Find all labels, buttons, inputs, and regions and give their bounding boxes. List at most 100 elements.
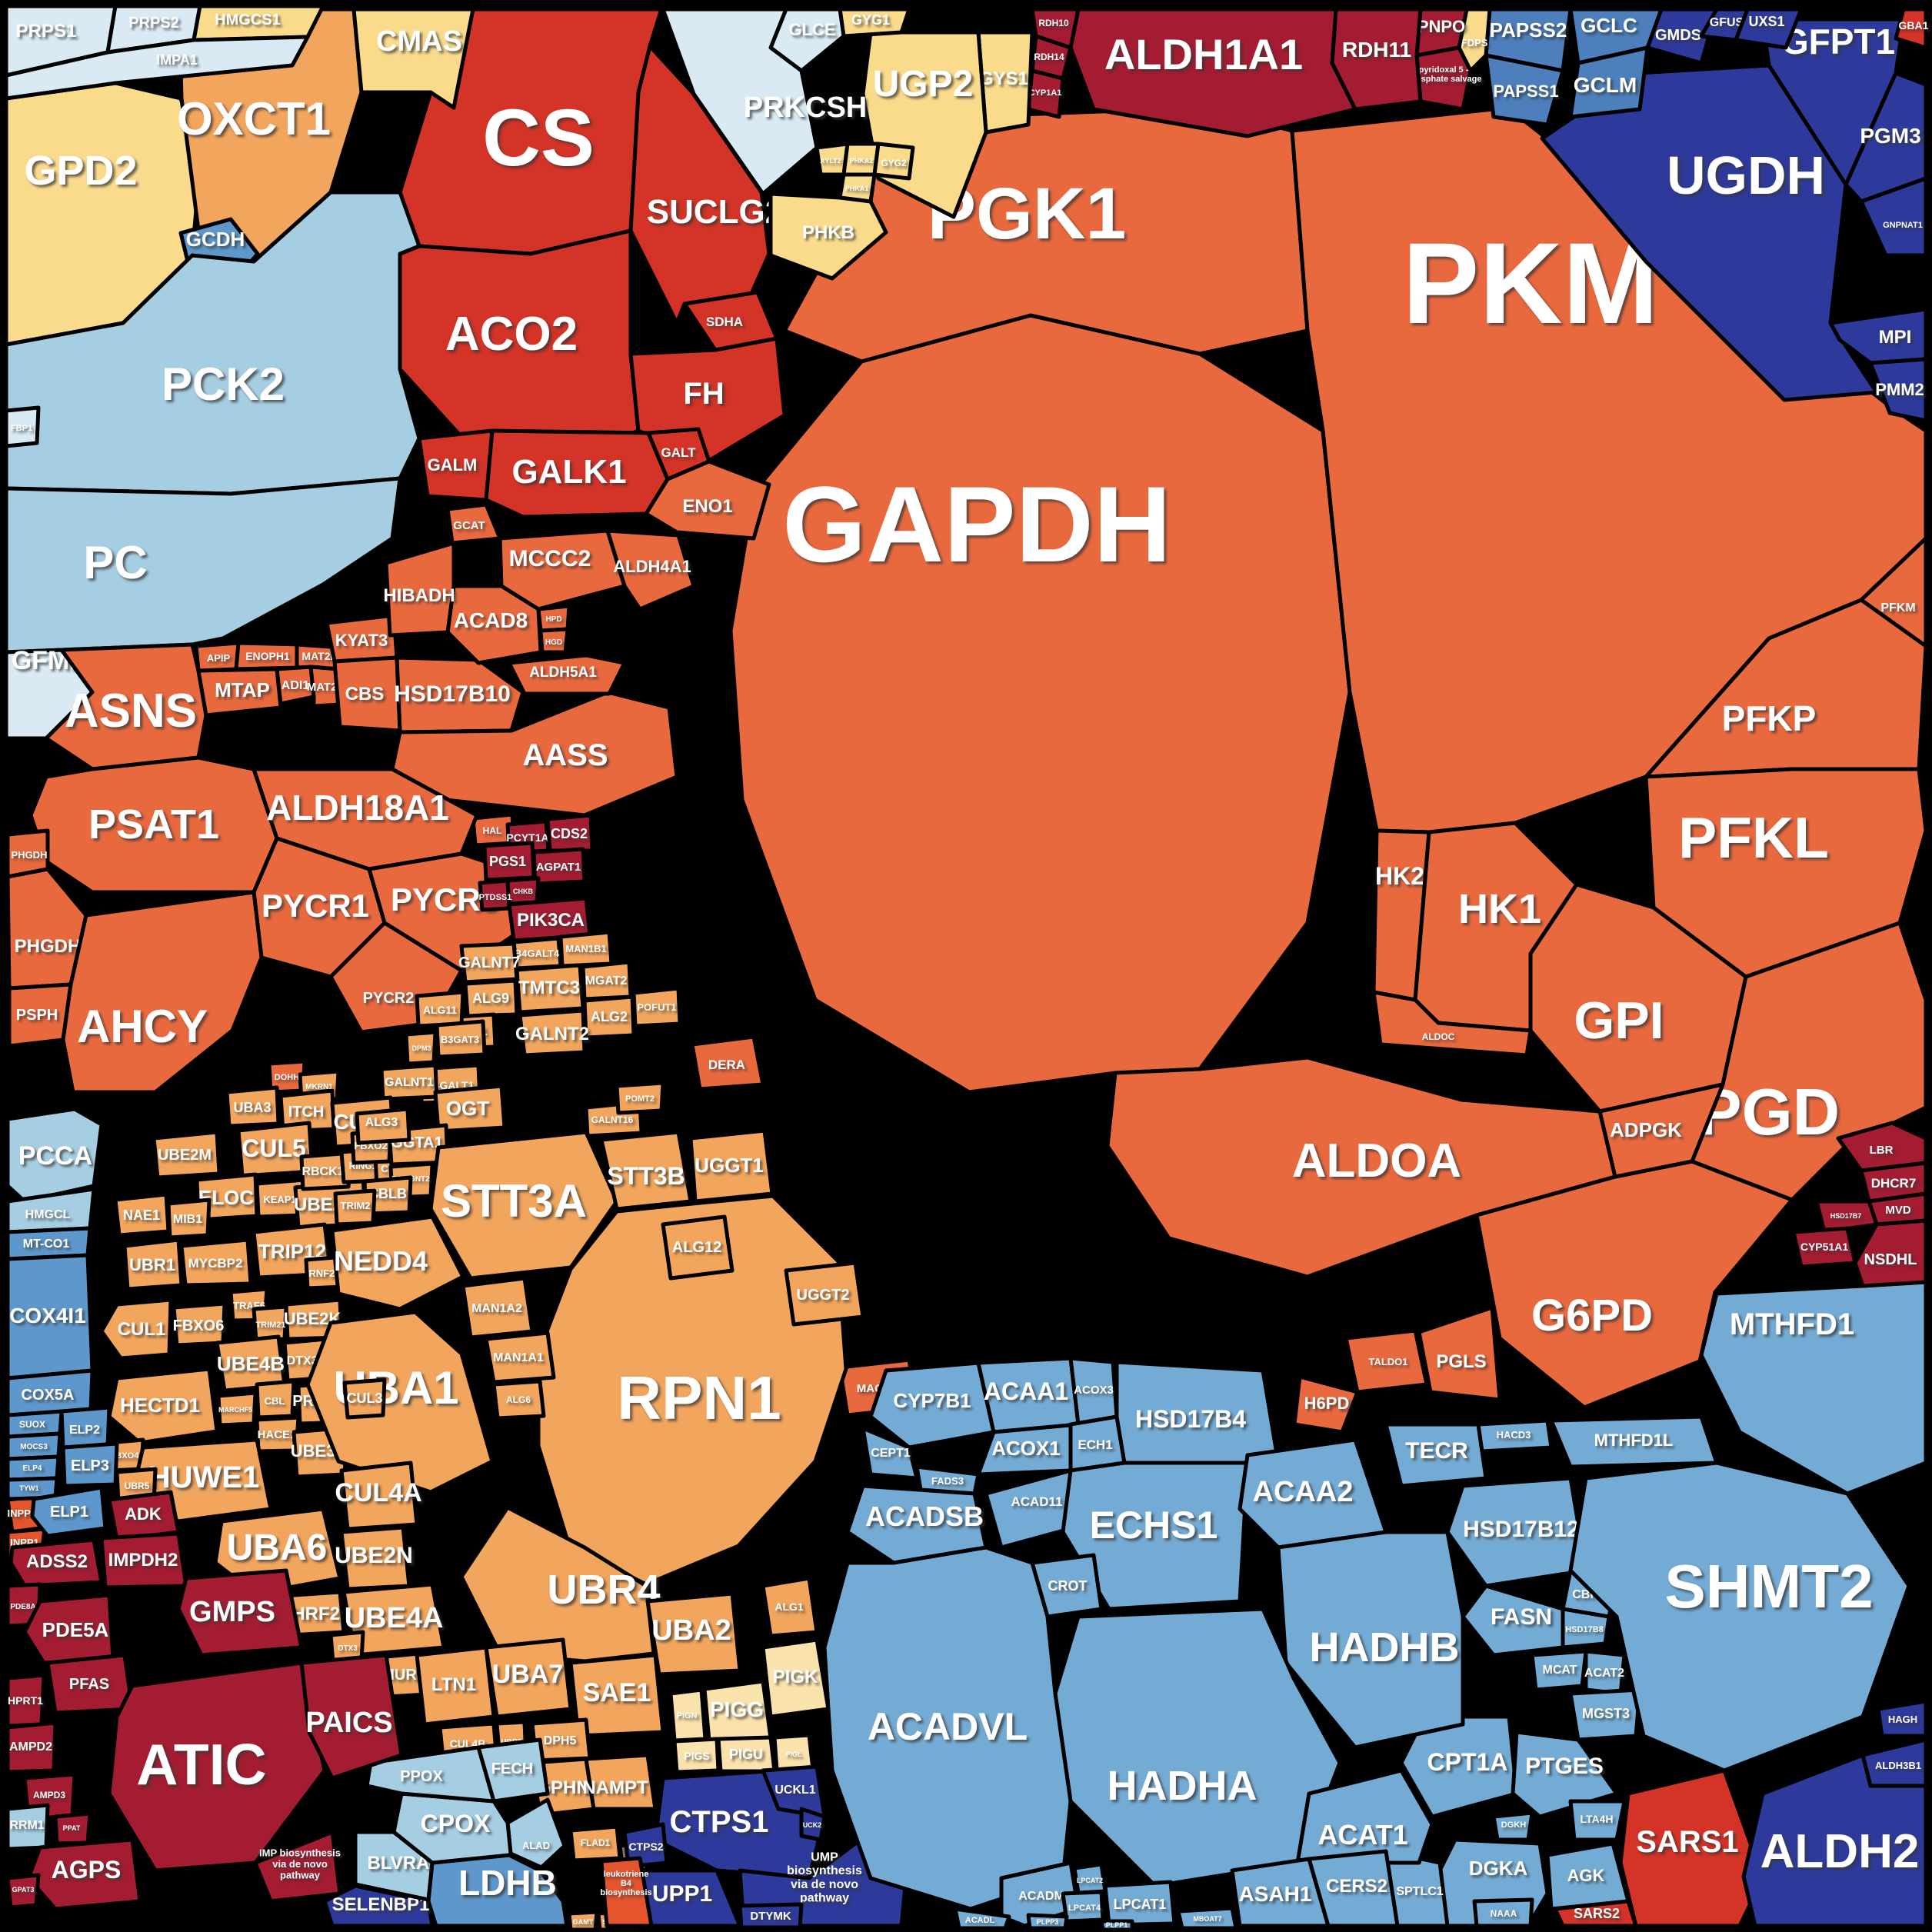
cell-ltn1[interactable] bbox=[415, 1645, 496, 1727]
cell-adi1[interactable] bbox=[275, 665, 316, 706]
cell-uba1[interactable] bbox=[305, 1310, 495, 1494]
cell-stt3b[interactable] bbox=[599, 1130, 693, 1211]
cell-leukotriene[interactable] bbox=[599, 1856, 654, 1928]
cell-man1a1[interactable] bbox=[484, 1331, 556, 1384]
cell-ppox[interactable] bbox=[365, 1745, 496, 1804]
cell-alg1[interactable] bbox=[761, 1576, 819, 1638]
cell-fasn[interactable] bbox=[1461, 1584, 1565, 1657]
cell-pgs1[interactable] bbox=[482, 841, 536, 882]
cell-uba7[interactable] bbox=[484, 1637, 573, 1719]
cell-dtymk[interactable] bbox=[738, 1902, 804, 1930]
cell-mib1[interactable] bbox=[166, 1198, 212, 1240]
cell-aldh1a1[interactable] bbox=[1068, 7, 1357, 138]
cell-sdha[interactable] bbox=[682, 290, 779, 352]
cell-tecr[interactable] bbox=[1384, 1422, 1488, 1488]
cell-nsdhl[interactable] bbox=[1853, 1218, 1928, 1288]
cell-cers2[interactable] bbox=[1307, 1849, 1400, 1928]
cell-hibadh[interactable] bbox=[384, 541, 456, 638]
cell-marchf5[interactable] bbox=[216, 1391, 258, 1427]
cell-ogt[interactable] bbox=[433, 1084, 507, 1134]
cell-aldh3b1[interactable] bbox=[1860, 1737, 1928, 1788]
cell-gcat[interactable] bbox=[445, 502, 502, 545]
cell-gmps[interactable] bbox=[176, 1568, 304, 1657]
cell-pde5a[interactable] bbox=[22, 1593, 115, 1665]
cell-aldh5a1[interactable] bbox=[507, 653, 627, 696]
cell-cul1[interactable] bbox=[99, 1297, 173, 1361]
cell-cyp51a1[interactable] bbox=[1791, 1226, 1857, 1269]
cell-b4galt4[interactable] bbox=[511, 936, 563, 971]
cell-agpat1[interactable] bbox=[531, 847, 587, 886]
cell-pfkm[interactable] bbox=[1859, 536, 1928, 648]
cell-man1b1[interactable] bbox=[558, 930, 614, 968]
cell-cyp7b1[interactable] bbox=[868, 1361, 996, 1450]
cell-kyat3[interactable] bbox=[325, 613, 399, 664]
cell-echs1[interactable] bbox=[1061, 1461, 1250, 1611]
cell-alg2[interactable] bbox=[582, 994, 636, 1040]
cell-hmgcs1[interactable] bbox=[192, 4, 325, 42]
cell-adss2[interactable] bbox=[8, 1537, 104, 1588]
cell-pigs[interactable] bbox=[672, 1737, 721, 1774]
cell-hsd17b8[interactable] bbox=[1561, 1607, 1611, 1650]
cell-imp-biosynthesis[interactable] bbox=[253, 1830, 342, 1904]
cell-papss1[interactable] bbox=[1484, 53, 1565, 127]
cell-hsd17b4[interactable] bbox=[1114, 1360, 1281, 1465]
cell-elp1[interactable] bbox=[30, 1485, 108, 1538]
cell-h6pd[interactable] bbox=[1292, 1374, 1360, 1434]
cell-galnt2[interactable] bbox=[518, 1008, 587, 1058]
cell-gclm[interactable] bbox=[1568, 45, 1650, 119]
cell-cyp1a1[interactable] bbox=[1026, 68, 1065, 119]
cell-acadvl[interactable] bbox=[822, 1545, 1073, 1911]
cell-taldo1[interactable] bbox=[1344, 1328, 1429, 1394]
cell-gba1[interactable] bbox=[1894, 7, 1928, 50]
cell-pign[interactable] bbox=[668, 1687, 708, 1743]
cell-mccc2[interactable] bbox=[498, 528, 627, 611]
cell-mthfd1[interactable] bbox=[1699, 1280, 1928, 1496]
cell-ampd2[interactable] bbox=[5, 1720, 58, 1774]
cell-pfkl[interactable] bbox=[1644, 767, 1928, 979]
cell-plpp1[interactable] bbox=[1099, 1919, 1134, 1932]
cell-ubr1[interactable] bbox=[122, 1237, 184, 1291]
cell-cpt1a[interactable] bbox=[1399, 1714, 1519, 1819]
cell-galnt7[interactable] bbox=[459, 941, 519, 984]
cell-gpat3[interactable] bbox=[5, 1873, 41, 1910]
cell-cpox[interactable] bbox=[391, 1791, 513, 1865]
cell-galm[interactable] bbox=[417, 428, 495, 502]
cell-mboat7[interactable] bbox=[1176, 1906, 1238, 1930]
cell-agps[interactable] bbox=[26, 1837, 142, 1911]
cell-galnt1[interactable] bbox=[379, 1063, 439, 1101]
cell-gnpnat1[interactable] bbox=[1859, 176, 1928, 258]
cell-cmas[interactable] bbox=[351, 7, 475, 110]
cell-uba3[interactable] bbox=[225, 1085, 281, 1128]
cell-lbr[interactable] bbox=[1836, 1121, 1928, 1173]
cell-rpn1[interactable] bbox=[536, 1194, 848, 1587]
cell-acat2[interactable] bbox=[1584, 1649, 1627, 1696]
cell-cox4i1[interactable] bbox=[5, 1253, 95, 1381]
cell-pcca[interactable] bbox=[5, 1107, 104, 1204]
cell-elp2[interactable] bbox=[59, 1405, 112, 1450]
cell-hadhb[interactable] bbox=[1276, 1530, 1465, 1750]
cell-nae1[interactable] bbox=[113, 1192, 171, 1237]
cell-impa1[interactable] bbox=[4, 35, 310, 101]
cell-mycbp2[interactable] bbox=[179, 1237, 253, 1287]
cell-gyg2[interactable] bbox=[872, 142, 915, 181]
cell-eno1[interactable] bbox=[644, 459, 771, 541]
cell-dpm3[interactable] bbox=[404, 1030, 438, 1066]
cell-pmm2[interactable] bbox=[1868, 357, 1928, 423]
cell-aldh4a1[interactable] bbox=[605, 528, 696, 611]
cell-pyridoxal-5[interactable] bbox=[1414, 45, 1473, 112]
cell-hagh[interactable] bbox=[1876, 1699, 1928, 1738]
cell-alg12[interactable] bbox=[661, 1214, 734, 1281]
cell-uck2[interactable] bbox=[799, 1807, 827, 1842]
cell-apip[interactable] bbox=[194, 641, 241, 673]
cell-alg3[interactable] bbox=[355, 1107, 411, 1145]
cell-galk1[interactable] bbox=[484, 428, 670, 519]
cell-prkcsh[interactable] bbox=[661, 7, 819, 196]
cell-paics[interactable] bbox=[299, 1653, 404, 1780]
cell-lta4h[interactable] bbox=[1568, 1799, 1627, 1842]
cell-agk[interactable] bbox=[1545, 1841, 1631, 1911]
cell-alg9[interactable] bbox=[463, 978, 519, 1018]
cell-sars1[interactable] bbox=[1618, 1768, 1765, 1928]
cell-plpp3[interactable] bbox=[1026, 1913, 1069, 1930]
cell-cds2[interactable] bbox=[545, 813, 595, 853]
cell-pigk[interactable] bbox=[761, 1637, 831, 1719]
